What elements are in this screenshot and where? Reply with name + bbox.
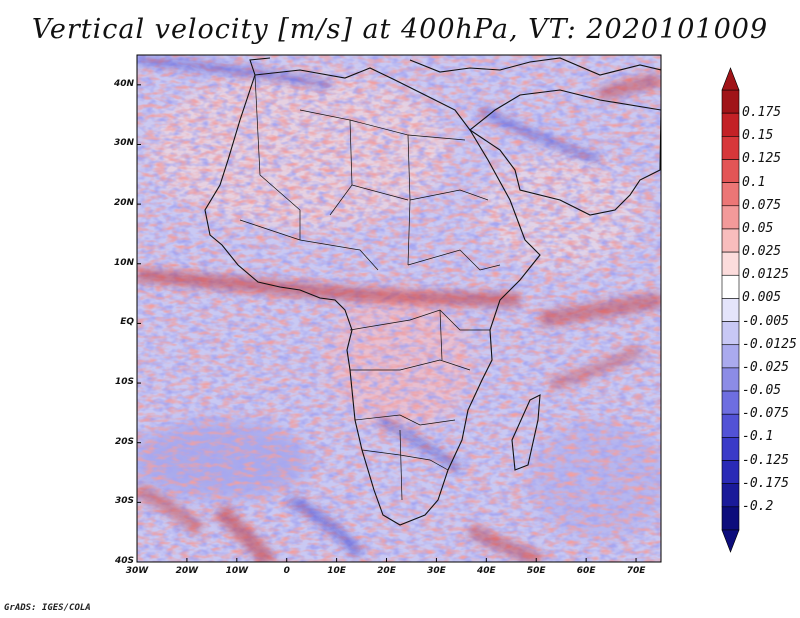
lat-tick-label: 30S — [114, 496, 134, 507]
colorbar-swatch — [721, 251, 740, 276]
colorbar-swatch — [721, 298, 740, 322]
colorbar-label: 0.05 — [742, 220, 774, 236]
colorbar-label: -0.075 — [742, 406, 789, 422]
colorbar-label: 0.175 — [742, 105, 782, 121]
colorbar-swatch — [721, 182, 740, 207]
lat-tick-label: 10N — [113, 257, 134, 268]
colorbar-swatch — [721, 483, 740, 508]
colorbar-swatch — [721, 274, 740, 299]
lat-tick-label: 40N — [113, 78, 134, 89]
colorbar-label: -0.05 — [742, 383, 782, 399]
lat-tick-label: 20N — [113, 198, 134, 209]
colorbar-label: -0.125 — [742, 452, 789, 468]
lat-tick-label: 30N — [113, 138, 134, 149]
lon-tick-label: 50E — [526, 566, 546, 576]
colorbar-label: -0.005 — [742, 313, 789, 329]
grads-credit: GrADS: IGES/COLA — [4, 603, 91, 613]
lon-tick-label: 60E — [576, 566, 596, 576]
velocity-field — [137, 55, 661, 562]
chart-title: Vertical velocity [m/s] at 400hPa, VT: 2… — [31, 14, 769, 45]
colorbar-swatch — [721, 460, 740, 484]
colorbar-bottom-arrow — [721, 529, 740, 553]
lat-tick-label: 10S — [114, 377, 134, 388]
colorbar-swatch — [721, 159, 740, 183]
lon-tick-label: 40E — [476, 566, 496, 576]
lon-tick-label: 10W — [225, 566, 249, 576]
colorbar-swatch — [721, 136, 740, 160]
lon-tick-label: 20W — [175, 566, 199, 576]
colorbar-label: -0.025 — [742, 359, 789, 375]
colorbar-swatch — [721, 205, 740, 230]
colorbar-swatch — [721, 437, 740, 461]
colorbar-label: -0.175 — [742, 475, 789, 491]
colorbar-swatch — [721, 344, 740, 369]
coastlines — [204, 57, 661, 526]
colorbar-swatch — [721, 321, 740, 346]
colorbar-label: -0.0125 — [742, 336, 797, 352]
lon-tick-label: 30E — [427, 566, 446, 576]
colorbar-top-arrow — [721, 67, 740, 91]
lon-tick-label: 20E — [377, 566, 396, 576]
colorbar-swatch — [721, 413, 740, 438]
colorbar-swatch — [721, 112, 740, 137]
colorbar-swatch — [721, 367, 740, 392]
plot-frame — [136, 54, 662, 563]
country-borders — [239, 74, 501, 501]
colorbar-label: 0.1 — [742, 174, 766, 190]
colorbar-swatch — [721, 390, 740, 415]
lon-tick-label: 70E — [626, 566, 646, 576]
colorbar-label: -0.2 — [742, 498, 774, 514]
lon-tick-label: 10E — [327, 566, 346, 576]
lat-tick-label: 40S — [114, 556, 134, 566]
lon-tick-label: 0 — [283, 566, 290, 576]
colorbar-label: 0.15 — [742, 128, 774, 144]
colorbar-swatch — [721, 89, 740, 114]
lat-tick-label: 20S — [114, 436, 134, 447]
colorbar-swatch — [721, 228, 740, 253]
lat-tick-label: EQ — [120, 317, 134, 328]
colorbar-label: 0.0125 — [742, 267, 789, 283]
colorbar-label: 0.025 — [742, 244, 782, 260]
colorbar-label: 0.005 — [742, 290, 782, 306]
colorbar-swatch — [721, 506, 740, 531]
colorbar-label: 0.125 — [742, 151, 782, 167]
lon-tick-label: 30W — [125, 566, 149, 576]
colorbar-label: -0.1 — [742, 429, 774, 445]
colorbar — [721, 67, 740, 553]
colorbar-label: 0.075 — [742, 197, 782, 213]
